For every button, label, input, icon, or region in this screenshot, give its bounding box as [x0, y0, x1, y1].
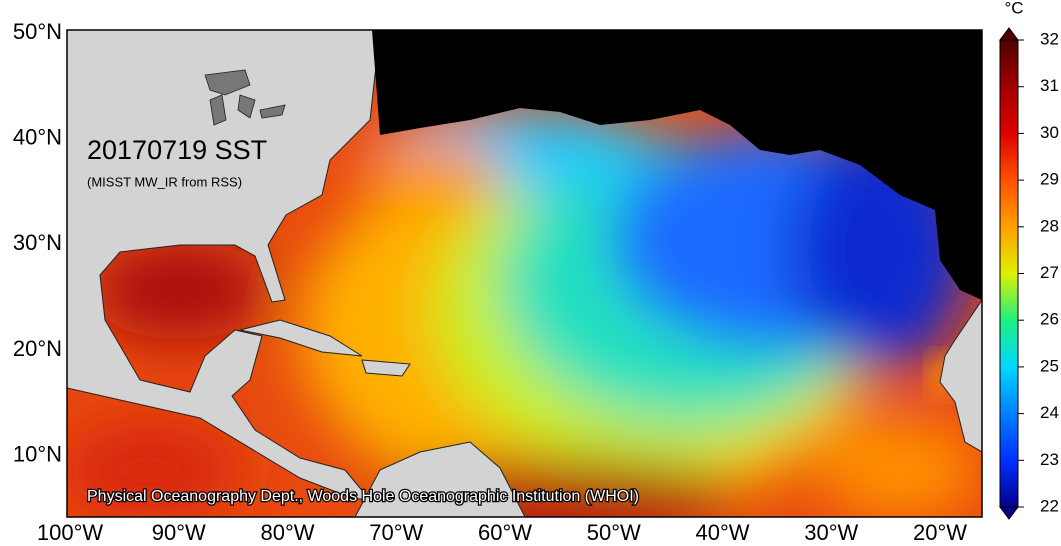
colorbar-tick-label: 25 [1040, 356, 1059, 375]
map-area: 20170719 SST (MISST MW_IR from RSS) Phys… [67, 30, 982, 517]
lat-label: 40°N [13, 125, 62, 150]
lon-label: 30°W [804, 520, 858, 545]
lat-label: 50°N [13, 19, 62, 44]
lat-label: 20°N [13, 336, 62, 361]
colorbar-tick-label: 22 [1040, 496, 1059, 515]
lat-label: 10°N [13, 442, 62, 467]
lon-label: 50°W [587, 520, 641, 545]
map-title: 20170719 SST [87, 135, 267, 165]
lon-label: 100°W [37, 520, 104, 545]
colorbar-tick-label: 30 [1040, 123, 1059, 142]
colorbar: °C [999, 0, 1024, 520]
colorbar-tick-label: 32 [1040, 29, 1059, 48]
colorbar-tick-label: 23 [1040, 450, 1059, 469]
colorbar-bottom-arrow [999, 506, 1019, 520]
lon-label: 90°W [152, 520, 206, 545]
lat-label: 30°N [13, 230, 62, 255]
map-frame [66, 29, 983, 518]
colorbar-tick-label: 29 [1040, 170, 1059, 189]
lon-label: 60°W [478, 520, 532, 545]
lon-label: 40°W [695, 520, 749, 545]
no-data-region [372, 30, 982, 300]
colorbar-tick-label: 26 [1040, 310, 1059, 329]
lon-label: 70°W [369, 520, 423, 545]
colorbar-tick-label: 28 [1040, 216, 1059, 235]
map-subtitle: (MISST MW_IR from RSS) [87, 174, 242, 189]
colorbar-tick-label: 24 [1040, 403, 1059, 422]
credit: Physical Oceanography Dept., Woods Hole … [87, 488, 639, 505]
lon-label: 80°W [260, 520, 314, 545]
colorbar-unit: °C [1004, 0, 1023, 17]
colorbar-tick-label: 31 [1040, 76, 1059, 95]
great-lakes [204, 69, 286, 126]
colorbar-tick-label: 27 [1040, 263, 1059, 282]
colorbar-top-arrow [999, 27, 1019, 41]
lon-label: 20°W [913, 520, 967, 545]
colorbar-gradient [999, 39, 1019, 508]
